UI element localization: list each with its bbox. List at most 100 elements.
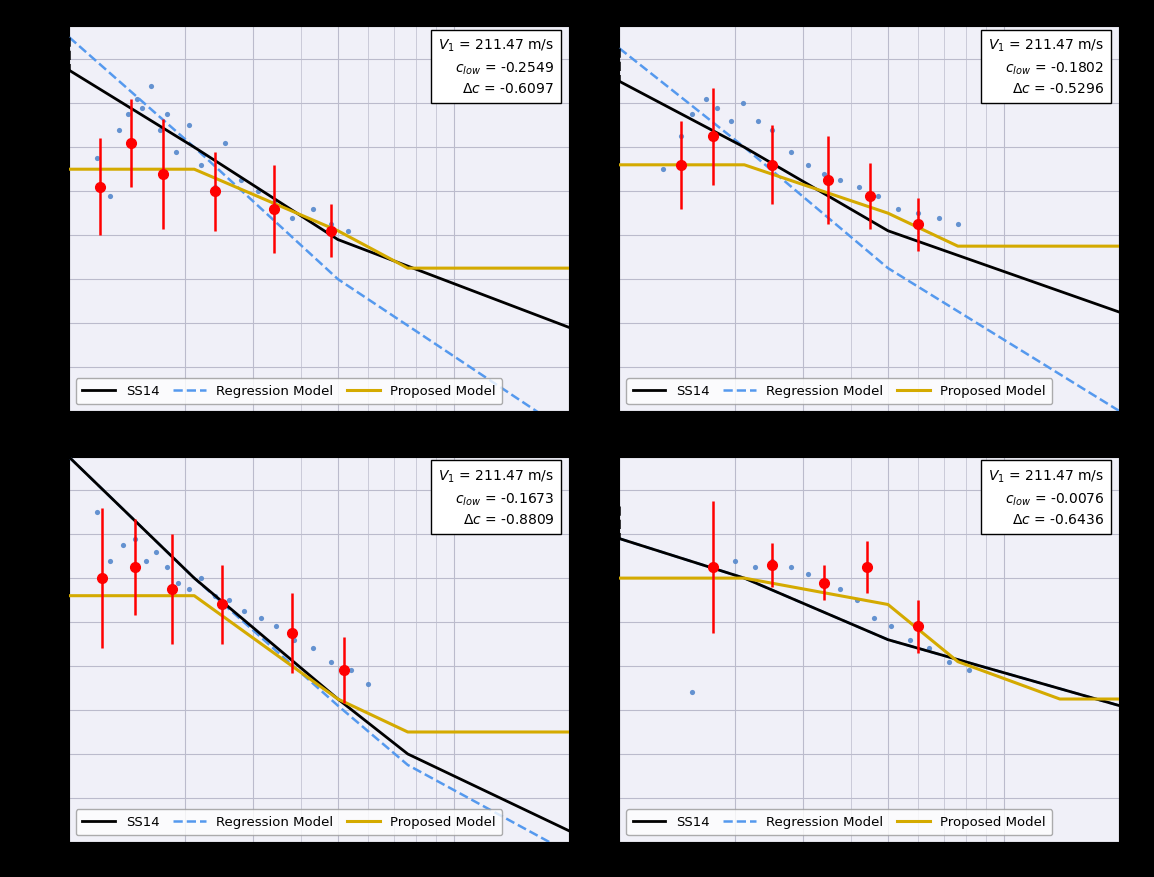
SS14 xyxy=(737,142,751,153)
Point xyxy=(338,224,357,238)
Point xyxy=(114,538,133,553)
Point xyxy=(180,582,198,596)
Proposed Model xyxy=(1112,241,1126,252)
SS14 xyxy=(400,749,414,759)
Point xyxy=(304,202,322,216)
Proposed Model xyxy=(881,599,894,610)
Point xyxy=(216,136,234,150)
Proposed Model xyxy=(187,164,201,175)
Regression Model xyxy=(62,452,76,462)
Point xyxy=(88,151,106,165)
Regression Model xyxy=(331,701,345,711)
Point xyxy=(158,560,177,574)
SS14 xyxy=(613,533,627,544)
Legend: SS14, Regression Model, Proposed Model: SS14, Regression Model, Proposed Model xyxy=(625,809,1052,835)
Point xyxy=(909,206,928,220)
Point xyxy=(285,632,304,646)
Proposed Model xyxy=(1052,694,1066,704)
Point xyxy=(709,101,727,115)
Line: Regression Model: Regression Model xyxy=(620,48,1119,411)
Point xyxy=(133,101,151,115)
Line: Proposed Model: Proposed Model xyxy=(620,165,1119,246)
Point xyxy=(168,575,187,589)
Point xyxy=(726,553,744,567)
Proposed Model xyxy=(951,656,965,667)
Regression Model xyxy=(1112,406,1126,417)
Line: SS14: SS14 xyxy=(69,70,569,327)
Regression Model xyxy=(737,142,751,153)
Point xyxy=(749,114,767,128)
Point xyxy=(102,189,120,203)
SS14 xyxy=(1112,701,1126,711)
Point xyxy=(234,604,253,618)
Text: $V_1$ = 211.47 m/s
$c_{low}$ = -0.0076
$\Delta c$ = -0.6436: $V_1$ = 211.47 m/s $c_{low}$ = -0.0076 $… xyxy=(988,468,1104,527)
Proposed Model xyxy=(737,160,751,170)
Point xyxy=(128,92,147,106)
Regression Model xyxy=(881,634,894,645)
Point xyxy=(831,582,849,596)
Point xyxy=(782,560,801,574)
Proposed Model xyxy=(62,590,76,601)
SS14 xyxy=(187,573,201,583)
Proposed Model xyxy=(881,208,894,218)
Point xyxy=(939,654,958,668)
Point xyxy=(882,619,900,633)
Regression Model xyxy=(187,573,201,583)
Proposed Model xyxy=(613,160,627,170)
Point xyxy=(167,145,186,159)
SS14 xyxy=(187,142,201,153)
Text: $V_1$ = 211.47 m/s
$c_{low}$ = -0.1802
$\Delta c$ = -0.5296: $V_1$ = 211.47 m/s $c_{low}$ = -0.1802 $… xyxy=(988,38,1104,96)
Point xyxy=(869,189,887,203)
Proposed Model xyxy=(737,573,751,583)
Line: Regression Model: Regression Model xyxy=(620,538,1119,706)
SS14 xyxy=(737,573,751,583)
Point xyxy=(249,184,268,198)
Point xyxy=(119,107,137,121)
Point xyxy=(219,593,238,607)
SS14 xyxy=(62,65,76,75)
Regression Model xyxy=(400,759,414,770)
Line: Proposed Model: Proposed Model xyxy=(69,169,569,268)
Point xyxy=(683,686,702,700)
Point xyxy=(654,162,673,176)
Regression Model xyxy=(62,32,76,43)
SS14 xyxy=(562,322,576,332)
Point xyxy=(949,217,967,232)
Point xyxy=(763,553,781,567)
Point xyxy=(207,588,225,602)
Point xyxy=(180,118,198,132)
SS14 xyxy=(1112,307,1126,317)
Legend: SS14, Regression Model, Proposed Model: SS14, Regression Model, Proposed Model xyxy=(76,809,502,835)
Regression Model xyxy=(881,263,894,274)
Point xyxy=(959,663,977,677)
Proposed Model xyxy=(62,164,76,175)
Line: SS14: SS14 xyxy=(69,457,569,831)
Regression Model xyxy=(562,428,576,438)
Point xyxy=(158,107,177,121)
Point xyxy=(304,641,322,655)
Proposed Model xyxy=(613,573,627,583)
Line: Regression Model: Regression Model xyxy=(69,38,569,433)
Line: Regression Model: Regression Model xyxy=(69,457,569,853)
Proposed Model xyxy=(951,241,965,252)
SS14 xyxy=(613,76,627,87)
Point xyxy=(745,560,764,574)
Line: SS14: SS14 xyxy=(620,538,1119,706)
Point xyxy=(815,575,833,589)
Proposed Model xyxy=(400,727,414,738)
Proposed Model xyxy=(1112,694,1126,704)
Point xyxy=(900,632,919,646)
Proposed Model xyxy=(187,590,201,601)
SS14 xyxy=(881,225,894,236)
Proposed Model xyxy=(331,225,345,236)
SS14 xyxy=(331,234,345,245)
Point xyxy=(322,217,340,232)
Proposed Model xyxy=(562,727,576,738)
Point xyxy=(799,567,817,581)
Point xyxy=(192,571,210,585)
Point xyxy=(192,158,210,172)
Point xyxy=(763,123,781,137)
Point xyxy=(734,96,752,111)
Point xyxy=(102,553,120,567)
Proposed Model xyxy=(562,263,576,274)
